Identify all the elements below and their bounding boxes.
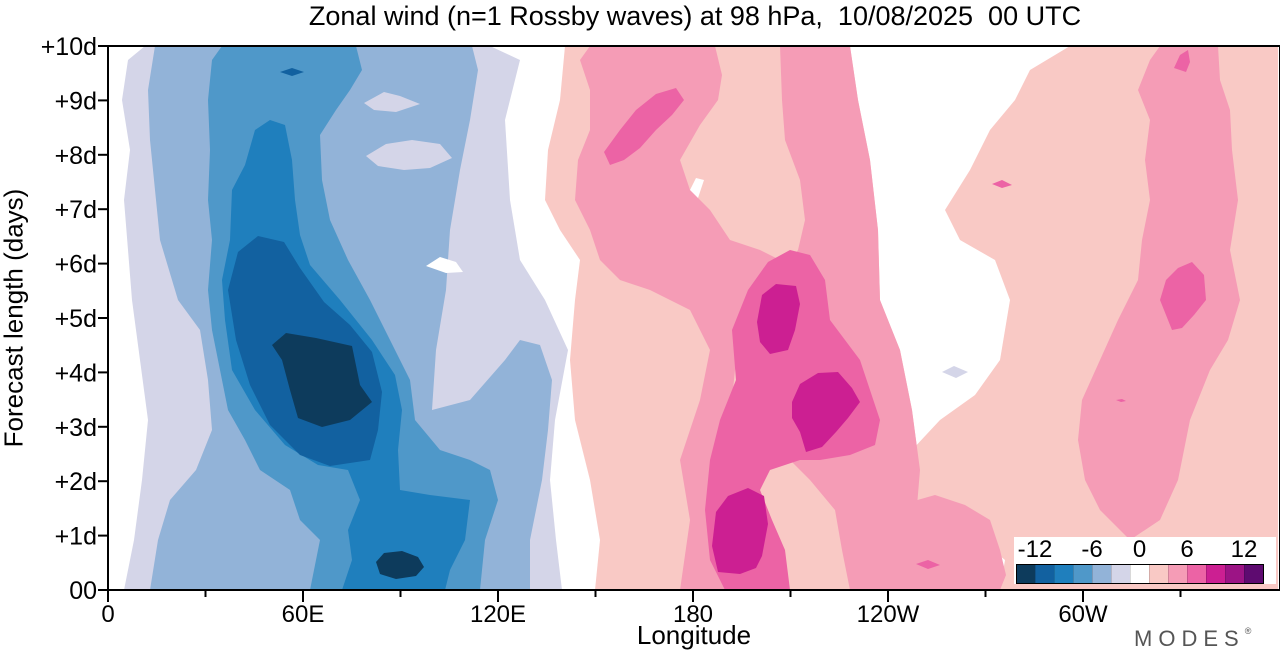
colorbar-swatch [1149,565,1168,583]
x-tick-label: 120E [470,601,526,628]
pos-band-2-east-a [1078,46,1240,540]
colorbar-swatch [1017,565,1035,583]
x-tick-label: 120W [857,601,920,628]
colorbar-tick-label: 6 [1180,536,1194,563]
y-tick-label: +4d [55,359,97,387]
colorbar-tick-label: 12 [1230,536,1258,563]
y-tick-label: +5d [55,305,97,333]
neg-core-1 [272,333,372,427]
colorbar-swatch [1225,565,1244,583]
colorbar-swatch [1035,565,1054,583]
pos-core-2 [792,372,860,452]
neg-hole-2 [364,92,420,112]
colorbar-swatch [1092,565,1111,583]
colorbar-swatch [1244,565,1263,583]
pos-core-3 [712,488,768,574]
neg-island-1 [942,366,968,378]
pos-band-3-nw [604,88,684,165]
y-tick-label: +1d [55,523,97,551]
colorbar-tick-label: -6 [1081,536,1103,563]
y-tick-label: +6d [55,251,97,279]
neg-hole-1 [426,257,463,273]
x-axis-label: Longitude [636,620,752,650]
neg-hole-3 [366,140,452,170]
y-tick-label: 00 [69,577,97,605]
pos-spot-3 [1116,399,1126,402]
x-tick-label: 60W [1058,601,1108,628]
colorbar-tick-label: -12 [1017,536,1053,563]
colorbar-swatch [1130,565,1149,583]
pos-core-1 [757,284,800,354]
pos-spot-1 [992,180,1012,188]
colorbar-swatch [1073,565,1092,583]
y-tick-label: +7d [55,196,97,224]
chart-title: Zonal wind (n=1 Rossby waves) at 98 hPa,… [308,1,1082,31]
neg-spot-1 [280,68,304,76]
pos-spot-2 [916,560,940,569]
y-tick-label: +9d [55,87,97,115]
colorbar-swatch [1187,565,1206,583]
colorbar [1016,564,1264,584]
pos-band-3-ne [1174,50,1190,72]
colorbar-swatch [1206,565,1225,583]
x-tick-label: 0 [101,601,114,628]
colorbar-swatch [1111,565,1130,583]
pos-band-2-east-b [855,495,1006,590]
contour-field [122,46,1278,590]
neg-core-2 [376,551,424,579]
y-tick-label: +2d [55,468,97,496]
y-axis-label: Forecast length (days) [0,188,29,448]
x-tick-label: 60E [282,601,325,628]
color-legend: -12 -6 0 6 12 [1014,537,1276,584]
pos-band-3-east [1160,262,1206,330]
colorbar-tick-label: 0 [1132,536,1147,563]
y-tick-label: +10d [41,33,97,61]
modes-logo: MODES® [1134,626,1252,651]
y-tick-label: +3d [55,414,97,442]
x-tick-label: 180 [673,601,713,628]
colorbar-swatch [1168,565,1187,583]
colorbar-swatch [1054,565,1073,583]
y-tick-label: +8d [55,142,97,170]
